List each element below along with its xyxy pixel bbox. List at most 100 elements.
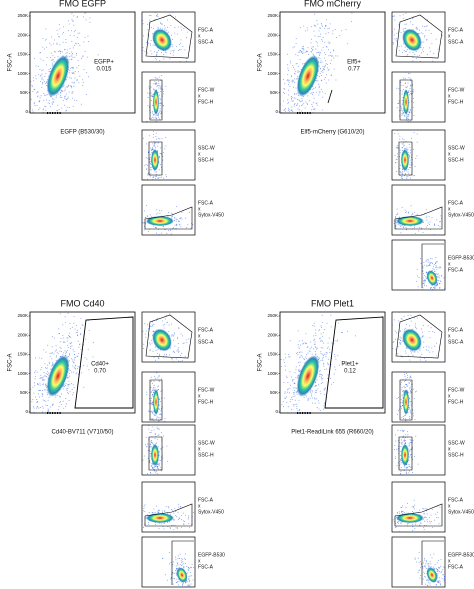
- event-dot: [188, 515, 190, 517]
- event-dot: [425, 226, 427, 228]
- event-dot: [310, 92, 312, 94]
- event-dot: [187, 578, 189, 580]
- event-dot: [392, 521, 393, 523]
- event-dot: [72, 105, 74, 107]
- event-dot: [451, 505, 452, 506]
- event-dot: [410, 152, 412, 154]
- event-dot: [92, 356, 94, 358]
- event-dot: [155, 418, 157, 420]
- event-dot: [435, 296, 436, 297]
- event-dot: [60, 403, 62, 405]
- event-dot: [319, 55, 321, 57]
- event-dot: [409, 146, 411, 148]
- density-cloud: [142, 425, 169, 475]
- event-dot: [150, 43, 152, 45]
- event-dot: [403, 511, 405, 513]
- event-dot: [42, 416, 43, 417]
- event-dot: [151, 418, 153, 420]
- event-dot: [285, 375, 287, 377]
- event-dot: [406, 118, 408, 120]
- event-dot: [297, 417, 298, 418]
- event-dot: [302, 117, 303, 118]
- event-dot: [51, 36, 53, 38]
- event-dot: [155, 173, 157, 175]
- event-dot: [282, 444, 283, 445]
- event-dot: [372, 214, 373, 215]
- event-dot: [430, 257, 432, 259]
- event-dot: [173, 49, 175, 51]
- event-dot: [155, 132, 157, 134]
- event-dot: [308, 350, 310, 352]
- event-dot: [331, 383, 333, 385]
- side-plot-label: FSC-A: [198, 27, 214, 33]
- event-dot: [385, 224, 386, 225]
- density-core: [46, 355, 70, 397]
- event-dot: [30, 98, 32, 100]
- event-dot: [314, 397, 316, 399]
- event-dot: [164, 354, 166, 356]
- event-dot: [288, 89, 290, 91]
- event-dot: [400, 342, 402, 344]
- event-dot: [60, 95, 62, 97]
- event-dot: [321, 379, 323, 381]
- event-dot: [155, 147, 157, 149]
- event-dot: [416, 141, 418, 143]
- event-dot: [57, 119, 58, 120]
- event-dot: [298, 348, 300, 350]
- event-dot: [30, 112, 31, 113]
- event-dot: [158, 380, 160, 382]
- event-dot: [153, 384, 155, 386]
- event-dot: [150, 421, 152, 422]
- event-dot: [420, 227, 422, 229]
- event-dot: [394, 449, 396, 451]
- event-dot: [156, 438, 158, 440]
- event-dot: [133, 519, 134, 520]
- event-dot: [425, 277, 427, 279]
- event-dot: [438, 303, 439, 304]
- event-dot: [136, 217, 137, 218]
- event-dot: [175, 568, 177, 570]
- event-dot: [441, 275, 443, 277]
- event-dot: [181, 352, 183, 354]
- event-dot: [298, 370, 300, 372]
- side-plot-label: x: [448, 33, 451, 39]
- event-dot: [401, 103, 403, 105]
- event-dot: [389, 23, 390, 24]
- event-dot: [165, 361, 167, 362]
- event-dot: [337, 322, 339, 324]
- event-dot: [183, 566, 185, 568]
- event-dot: [435, 257, 437, 259]
- event-dot: [59, 28, 61, 30]
- event-dot: [177, 511, 179, 513]
- event-dot: [293, 387, 295, 389]
- event-dot: [170, 562, 172, 564]
- event-dot: [35, 75, 37, 77]
- event-dot: [177, 564, 179, 566]
- event-dot: [164, 148, 166, 150]
- event-dot: [397, 448, 399, 450]
- event-dot: [30, 101, 31, 103]
- y-tick-label: 0: [25, 109, 28, 114]
- event-dot: [180, 560, 182, 562]
- event-dot: [186, 581, 188, 583]
- event-dot: [178, 555, 180, 557]
- event-dot: [42, 411, 44, 413]
- event-dot: [153, 113, 155, 115]
- event-dot: [184, 562, 186, 564]
- event-dot: [392, 15, 394, 17]
- event-dot: [302, 104, 304, 106]
- event-dot: [316, 102, 318, 104]
- event-dot: [314, 386, 316, 388]
- event-dot: [397, 414, 399, 416]
- event-dot: [286, 376, 288, 378]
- event-dot: [159, 108, 161, 110]
- event-dot: [293, 97, 295, 99]
- event-dot: [174, 507, 176, 509]
- event-dot: [401, 388, 403, 390]
- event-dot: [82, 55, 84, 57]
- event-dot: [385, 218, 386, 219]
- event-dot: [399, 472, 401, 474]
- event-dot: [31, 434, 32, 435]
- event-dot: [79, 343, 81, 345]
- event-dot: [56, 95, 58, 97]
